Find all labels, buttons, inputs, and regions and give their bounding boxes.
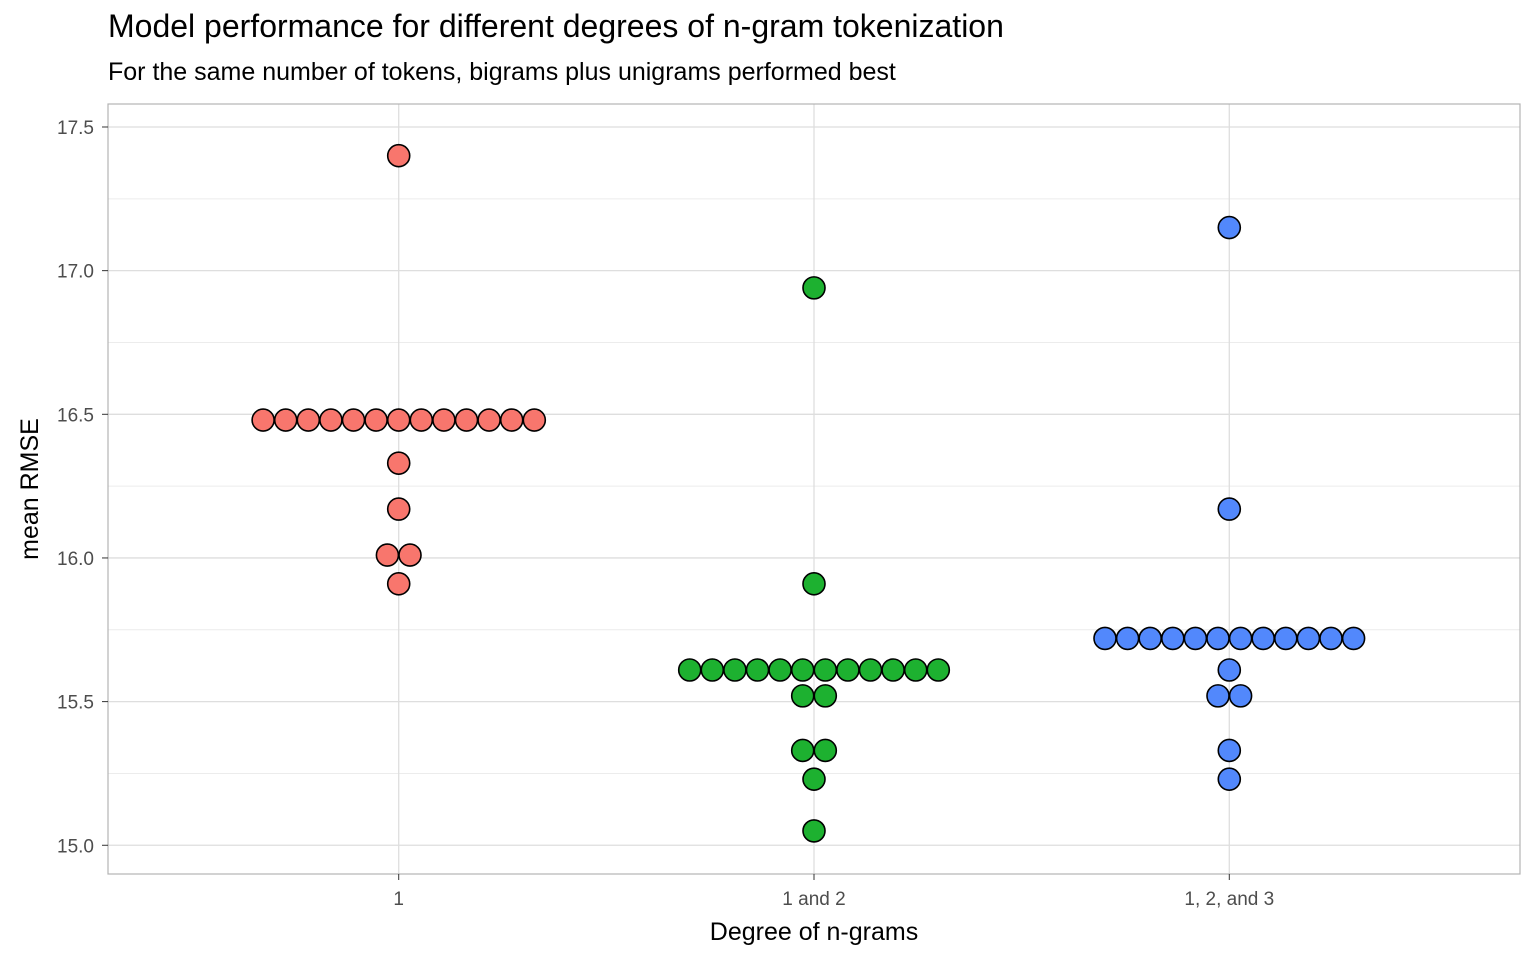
data-point (1319, 626, 1343, 651)
x-tick-label: 1 and 2 (782, 889, 845, 910)
chart-subtitle: For the same number of tokens, bigrams p… (108, 58, 896, 86)
data-point (1228, 684, 1253, 708)
data-point (802, 276, 826, 300)
data-point (768, 658, 792, 682)
data-point (1183, 626, 1208, 651)
data-point (858, 658, 883, 682)
data-point (813, 684, 838, 708)
y-tick-label: 16.0 (57, 549, 94, 570)
data-point (1217, 658, 1242, 682)
data-point (319, 408, 343, 432)
y-tick-label: 17.5 (57, 118, 94, 139)
data-point (1115, 626, 1140, 651)
data-point (723, 658, 747, 682)
data-point (813, 738, 838, 763)
y-tick-label: 16.5 (57, 405, 94, 426)
data-point (364, 408, 388, 432)
data-point (1206, 684, 1230, 708)
data-point (813, 658, 838, 682)
points (251, 143, 1366, 843)
data-point (790, 738, 815, 763)
data-point (386, 451, 411, 475)
chart-title: Model performance for different degrees … (108, 8, 1004, 44)
data-point (1296, 626, 1321, 651)
data-point (677, 658, 702, 682)
data-point (454, 408, 479, 432)
data-point (499, 408, 524, 432)
data-point (745, 658, 770, 682)
x-tick-label: 1 (393, 889, 404, 910)
data-point (1160, 626, 1185, 651)
y-tick-label: 17.0 (57, 262, 94, 283)
data-point (409, 408, 434, 432)
data-point (802, 819, 826, 843)
data-point (1228, 626, 1253, 651)
data-point (251, 408, 275, 432)
data-point (881, 658, 905, 682)
data-point (386, 143, 411, 168)
data-point (1206, 626, 1230, 651)
data-point (477, 408, 501, 432)
data-point (790, 658, 815, 682)
data-point (386, 497, 411, 521)
data-point (1217, 767, 1242, 791)
data-point (1093, 626, 1117, 651)
data-point (386, 572, 411, 596)
data-point (273, 408, 298, 432)
data-point (802, 767, 826, 791)
data-point (836, 658, 860, 682)
data-point (700, 658, 725, 682)
data-point (375, 543, 400, 567)
data-point (1217, 497, 1242, 521)
data-point (1273, 626, 1298, 651)
x-tick-label: 1, 2, and 3 (1184, 889, 1274, 910)
y-tick-label: 15.0 (57, 836, 94, 857)
y-axis-title: mean RMSE (16, 418, 44, 560)
x-axis-title: Degree of n-grams (710, 918, 918, 946)
data-point (1341, 626, 1366, 651)
data-point (1217, 215, 1242, 240)
tick-labels: 15.0 15.5 16.0 16.5 17.0 17.5 1 1 and 2 1, 2, an… (57, 118, 1274, 910)
data-point (341, 408, 366, 432)
data-point (926, 658, 951, 682)
data-point (398, 543, 422, 567)
data-point (1138, 626, 1162, 651)
data-point (432, 408, 456, 432)
data-point (296, 408, 321, 432)
data-point (802, 572, 826, 596)
y-tick-label: 15.5 (57, 693, 94, 714)
data-point (1251, 626, 1275, 651)
data-point (903, 658, 928, 682)
data-point (522, 408, 547, 432)
grid (108, 104, 1520, 874)
data-point (386, 408, 411, 432)
data-point (790, 684, 815, 708)
data-point (1217, 738, 1242, 763)
